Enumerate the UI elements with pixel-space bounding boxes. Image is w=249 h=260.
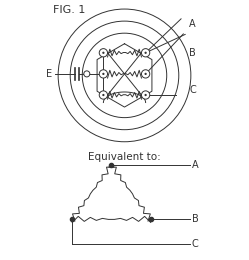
- Text: A: A: [191, 160, 198, 170]
- Circle shape: [102, 73, 105, 75]
- Text: B: B: [189, 48, 196, 58]
- Text: Equivalent to:: Equivalent to:: [88, 152, 161, 162]
- Text: B: B: [191, 214, 198, 224]
- Text: FIG. 1: FIG. 1: [53, 5, 85, 15]
- Circle shape: [144, 73, 147, 75]
- Circle shape: [99, 70, 108, 78]
- Circle shape: [102, 94, 105, 96]
- Circle shape: [141, 70, 150, 78]
- Circle shape: [144, 52, 147, 54]
- Circle shape: [141, 49, 150, 57]
- Text: A: A: [189, 19, 196, 29]
- Circle shape: [84, 71, 90, 77]
- Circle shape: [144, 94, 147, 96]
- Text: C: C: [189, 86, 196, 95]
- Text: C: C: [191, 239, 198, 249]
- Text: E: E: [46, 69, 52, 79]
- Circle shape: [102, 52, 105, 54]
- Circle shape: [99, 91, 108, 99]
- Circle shape: [141, 91, 150, 99]
- Circle shape: [99, 49, 108, 57]
